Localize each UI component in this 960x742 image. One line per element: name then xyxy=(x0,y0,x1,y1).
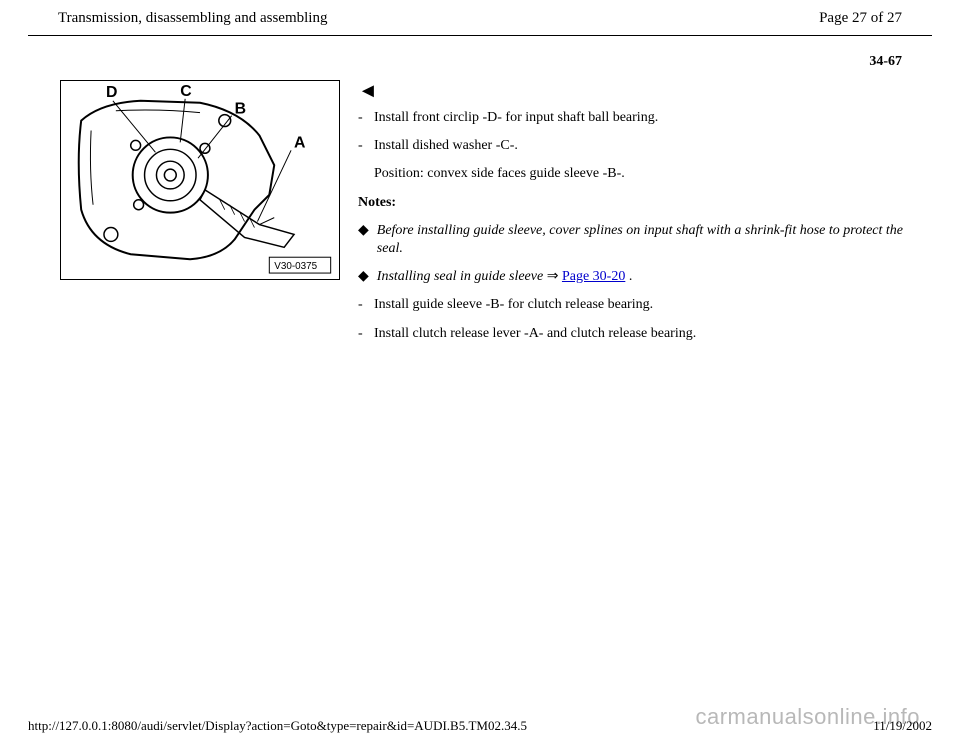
note-pre-text: Installing seal in guide sleeve xyxy=(377,269,547,284)
instruction-item: - Install clutch release lever -A- and c… xyxy=(358,325,930,343)
dash-marker: - xyxy=(358,109,368,127)
figure-box: D C B A V30-0375 xyxy=(60,80,340,280)
figure-label-c: C xyxy=(180,83,191,100)
arrow-right-icon: ⇒ xyxy=(547,269,559,284)
instruction-item: - Install front circlip -D- for input sh… xyxy=(358,109,930,127)
instruction-item: - Install dished washer -C-. xyxy=(358,137,930,155)
header-page-number: Page 27 of 27 xyxy=(819,10,902,27)
figure-label-d: D xyxy=(106,84,117,101)
diamond-bullet-icon: ◆ xyxy=(358,222,369,258)
section-arrow-icon: ◄ xyxy=(358,80,378,103)
instruction-list: - Install front circlip -D- for input sh… xyxy=(358,109,930,343)
figure-code: V30-0375 xyxy=(274,261,317,272)
note-text: Installing seal in guide sleeve ⇒ Page 3… xyxy=(377,268,633,286)
figure-label-b: B xyxy=(235,101,246,118)
header-title: Transmission, disassembling and assembli… xyxy=(58,10,327,27)
dash-marker: - xyxy=(358,325,368,343)
note-after-text: . xyxy=(625,269,632,284)
note-item: ◆ Before installing guide sleeve, cover … xyxy=(358,222,930,258)
instruction-item: - Install guide sleeve -B- for clutch re… xyxy=(358,296,930,314)
note-item: ◆ Installing seal in guide sleeve ⇒ Page… xyxy=(358,268,930,286)
dash-marker: - xyxy=(358,296,368,314)
footer-date: 11/19/2002 xyxy=(873,718,932,734)
content-area: D C B A V30-0375 ◄ - Install front circl… xyxy=(0,80,960,353)
page-header: Transmission, disassembling and assembli… xyxy=(28,0,932,36)
figure-label-a: A xyxy=(294,134,306,151)
note-text: Before installing guide sleeve, cover sp… xyxy=(377,222,930,258)
footer-url: http://127.0.0.1:8080/audi/servlet/Displ… xyxy=(28,718,527,734)
instruction-text: Install dished washer -C-. xyxy=(374,137,518,155)
transmission-diagram: D C B A V30-0375 xyxy=(61,81,339,279)
page-footer: http://127.0.0.1:8080/audi/servlet/Displ… xyxy=(28,718,932,734)
instruction-sub-text: Position: convex side faces guide sleeve… xyxy=(374,165,625,183)
text-column: ◄ - Install front circlip -D- for input … xyxy=(358,80,930,353)
dash-marker: - xyxy=(358,137,368,155)
instruction-text: Install front circlip -D- for input shaf… xyxy=(374,109,658,127)
diamond-bullet-icon: ◆ xyxy=(358,268,369,286)
page-link[interactable]: Page 30-20 xyxy=(562,269,625,284)
instruction-text: Install guide sleeve -B- for clutch rele… xyxy=(374,296,653,314)
instruction-text: Install clutch release lever -A- and clu… xyxy=(374,325,696,343)
notes-heading: Notes: xyxy=(358,194,930,212)
section-number: 34-67 xyxy=(0,36,932,80)
instruction-sub-item: Position: convex side faces guide sleeve… xyxy=(358,165,930,183)
